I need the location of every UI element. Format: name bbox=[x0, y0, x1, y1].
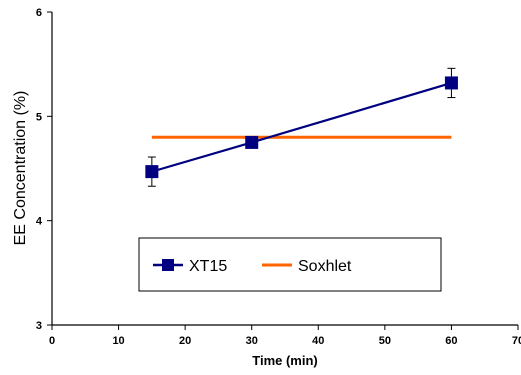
y-tick-label: 5 bbox=[36, 111, 42, 123]
x-tick-label: 70 bbox=[512, 335, 521, 347]
xt15-point bbox=[444, 76, 458, 90]
x-tick-label: 20 bbox=[179, 335, 191, 347]
x-tick-label: 10 bbox=[112, 335, 124, 347]
legend-label-xt15: XT15 bbox=[189, 258, 227, 275]
legend: XT15 Soxhlet bbox=[138, 237, 442, 292]
x-tick-label: 30 bbox=[246, 335, 258, 347]
x-tick-label: 60 bbox=[445, 335, 457, 347]
y-tick-label: 4 bbox=[36, 216, 43, 228]
x-axis-ticks: 0 10 20 30 40 50 60 70 bbox=[49, 325, 521, 347]
x-tick-label: 40 bbox=[312, 335, 324, 347]
x-tick-label: 0 bbox=[49, 335, 55, 347]
legend-label-soxhlet: Soxhlet bbox=[298, 258, 352, 275]
x-tick-label: 50 bbox=[379, 335, 391, 347]
xt15-point bbox=[145, 165, 159, 179]
legend-swatch-xt15-marker bbox=[162, 259, 174, 271]
series-layer bbox=[145, 67, 458, 187]
y-axis-title: EE Concentration (%) bbox=[12, 91, 29, 246]
y-tick-label: 6 bbox=[36, 7, 42, 19]
series-xt15-line bbox=[151, 81, 452, 173]
x-axis-title: Time (min) bbox=[252, 353, 318, 368]
y-axis-ticks: 3 4 5 6 bbox=[36, 7, 52, 332]
axes bbox=[51, 12, 518, 326]
xt15-point bbox=[245, 135, 259, 149]
y-tick-label: 3 bbox=[36, 320, 42, 332]
